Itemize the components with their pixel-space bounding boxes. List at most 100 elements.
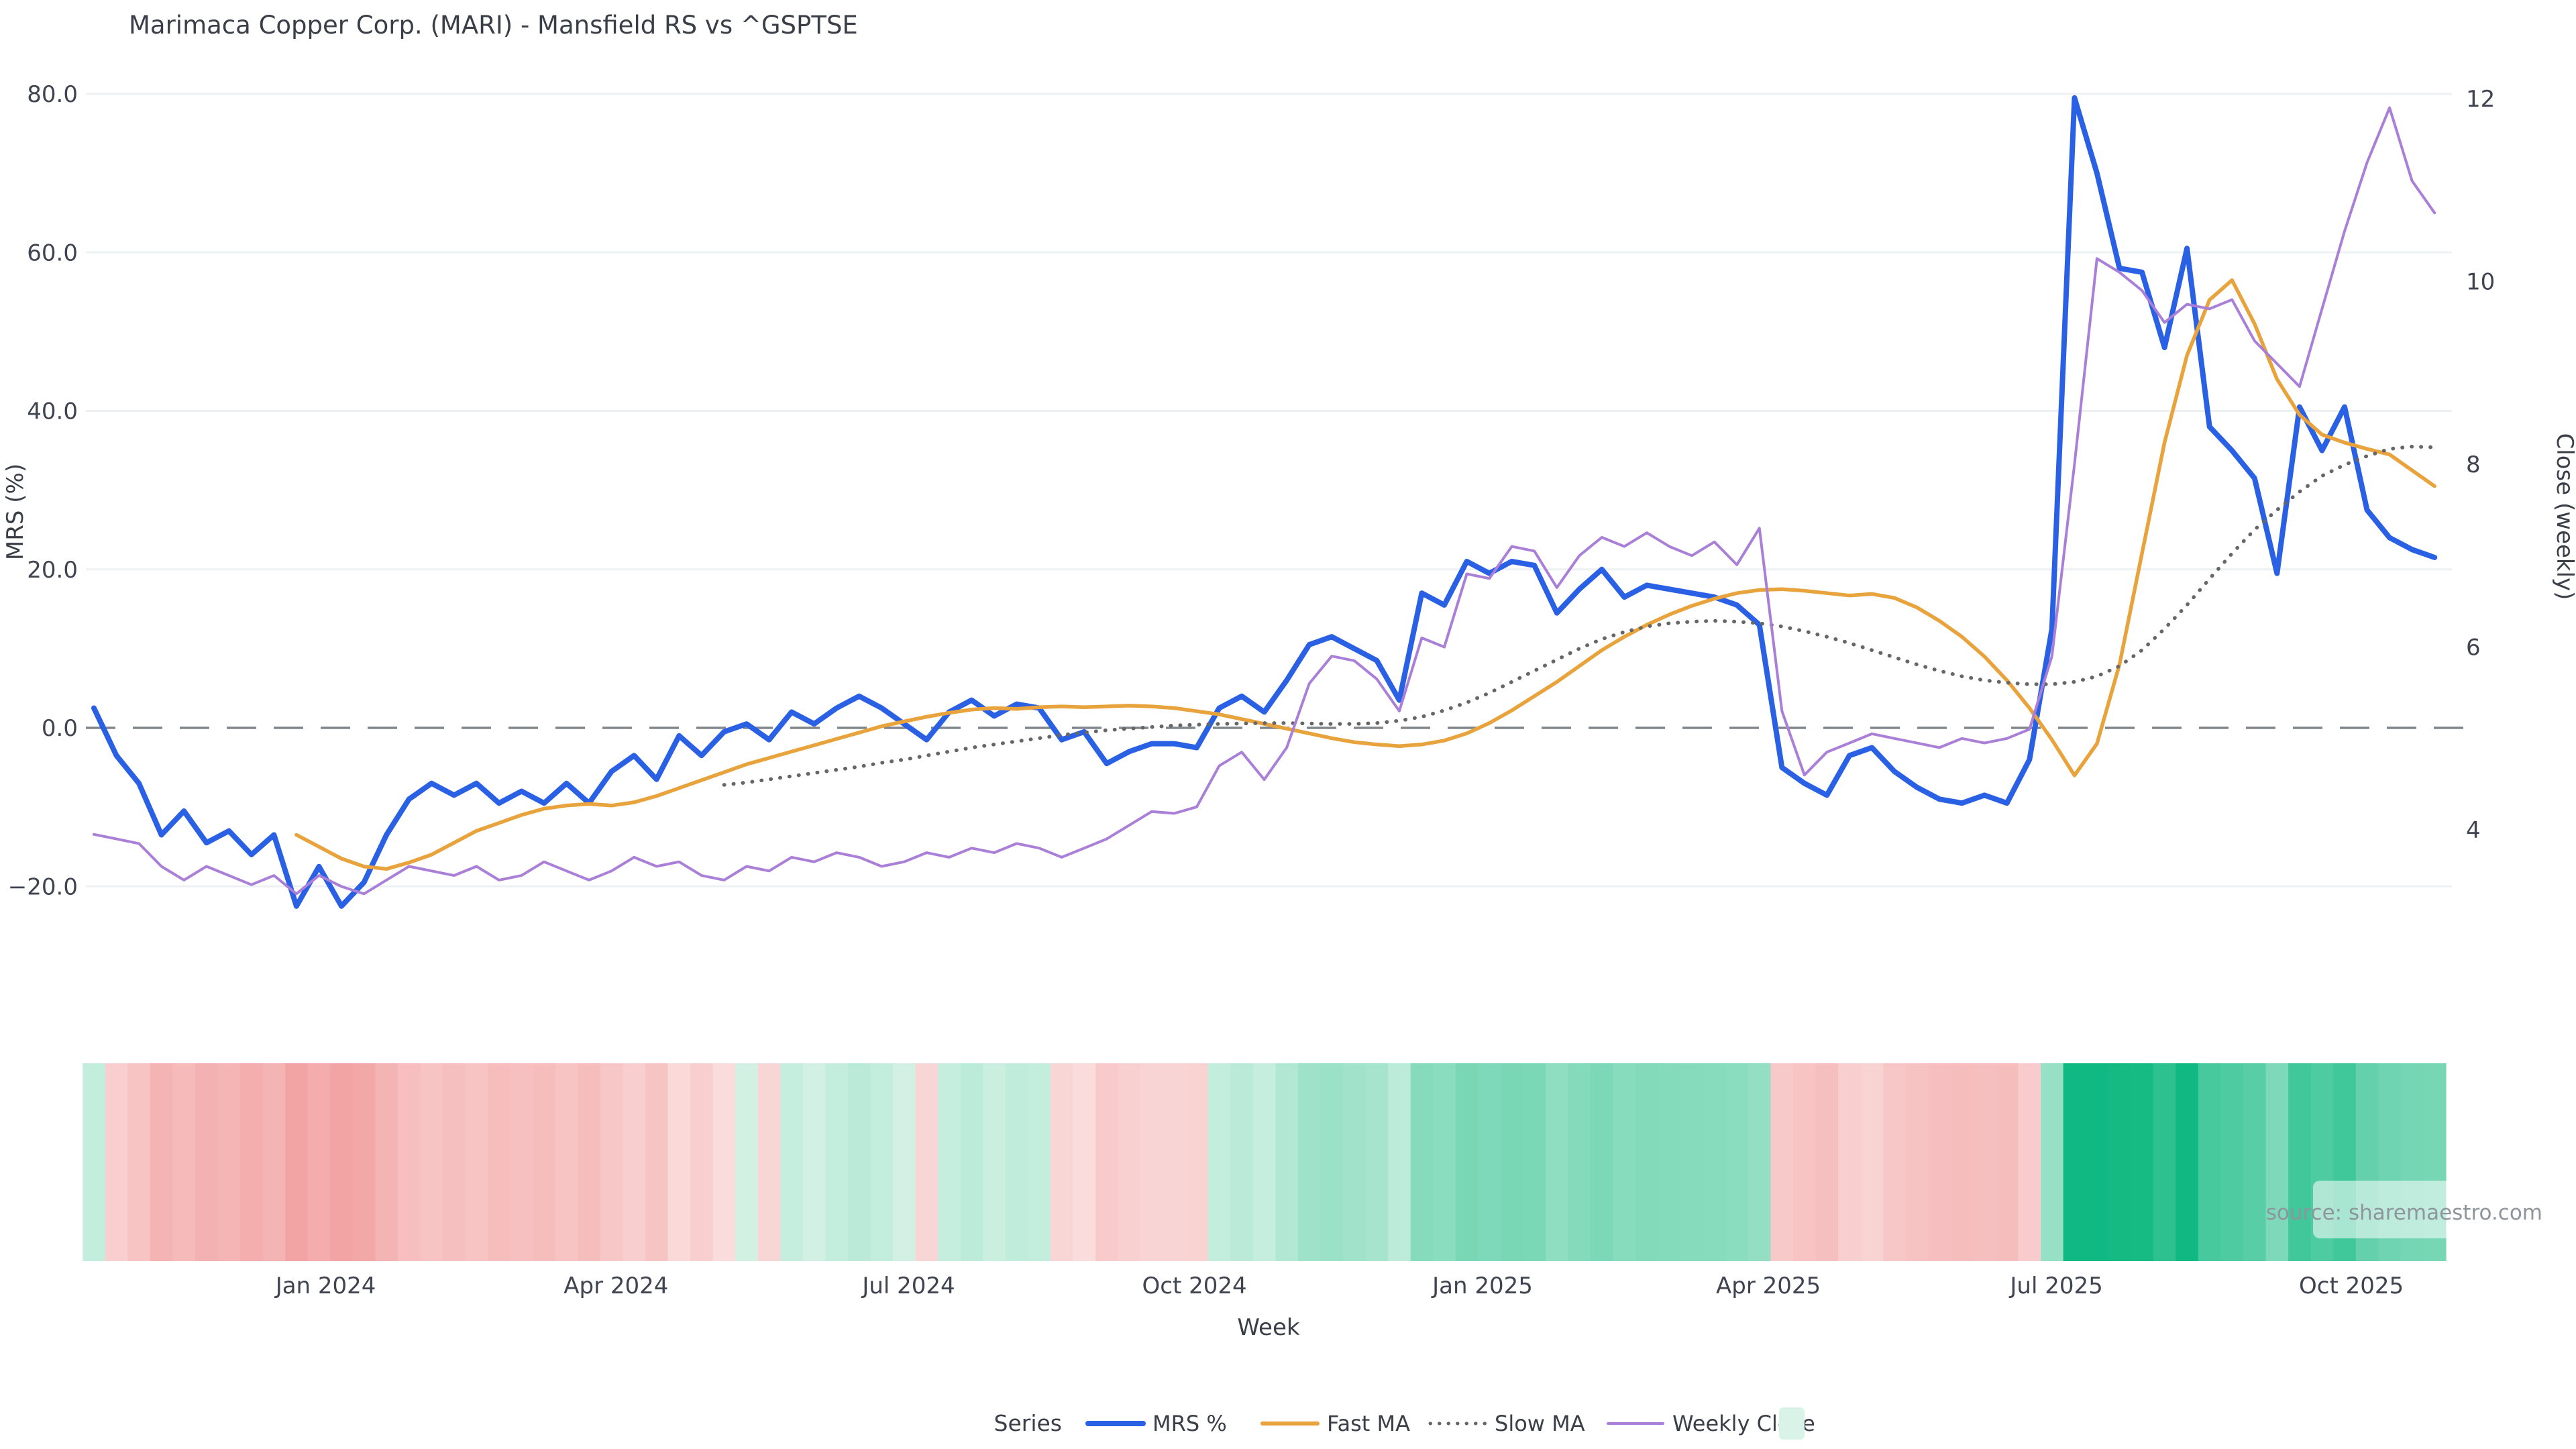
right-axis-tick: 8 — [2466, 451, 2481, 478]
heatmap-cell — [285, 1063, 309, 1261]
heatmap-cell — [1815, 1063, 1839, 1261]
heatmap-cell — [1838, 1063, 1862, 1261]
heatmap-cell — [2243, 1063, 2267, 1261]
heatmap-cell — [690, 1063, 714, 1261]
fast-ma-line — [294, 278, 2436, 871]
heatmap-cell — [1365, 1063, 1389, 1261]
heatmap-cell — [1523, 1063, 1546, 1261]
mrs--line — [91, 95, 2438, 909]
legend-item-mrs-[interactable]: MRS % — [1085, 1411, 1227, 1436]
heatmap-cell — [735, 1063, 759, 1261]
x-axis-title: Week — [1237, 1314, 1299, 1341]
heatmap-cell — [2176, 1063, 2199, 1261]
heatmap-cell — [262, 1063, 286, 1261]
right-axis-title: Close (weekly) — [2551, 433, 2576, 600]
x-axis-tick: Oct 2025 — [2299, 1273, 2404, 1299]
heatmap-cell — [1928, 1063, 1951, 1261]
legend-heatmap-swatch — [1779, 1407, 1805, 1440]
heatmap-cell — [1320, 1063, 1344, 1261]
heatmap-cell — [488, 1063, 511, 1261]
heatmap-cell — [1725, 1063, 1749, 1261]
heatmap-cell — [1275, 1063, 1299, 1261]
heatmap-cell — [2153, 1063, 2176, 1261]
heatmap-cell — [83, 1063, 106, 1261]
heatmap-cell — [825, 1063, 849, 1261]
right-axis-tick: 4 — [2466, 817, 2481, 844]
chart-title: Marimaca Copper Corp. (MARI) - Mansfield… — [129, 11, 858, 40]
heatmap-cell — [533, 1063, 556, 1261]
heatmap-cell — [1635, 1063, 1659, 1261]
x-axis-tick: Jan 2025 — [1431, 1273, 1533, 1299]
heatmap-cell — [1208, 1063, 1231, 1261]
left-axis-tick: 20.0 — [27, 557, 78, 584]
heatmap-cell — [240, 1063, 264, 1261]
heatmap-cell — [1680, 1063, 1704, 1261]
heatmap-cell — [443, 1063, 466, 1261]
heatmap-cell — [2086, 1063, 2109, 1261]
left-axis-tick: 0.0 — [42, 715, 78, 742]
legend-item-heatmap[interactable] — [1779, 1407, 1805, 1440]
heatmap-cell — [1252, 1063, 1276, 1261]
right-axis-tick: 10 — [2466, 269, 2495, 296]
heatmap-cell — [1388, 1063, 1411, 1261]
heatmap-cell — [1140, 1063, 1164, 1261]
series-lines — [91, 95, 2438, 909]
x-axis-tick: Jul 2024 — [861, 1273, 955, 1299]
heatmap-cell — [105, 1063, 128, 1261]
heatmap-cell — [667, 1063, 691, 1261]
heatmap-cell — [1005, 1063, 1028, 1261]
x-axis-tick: Oct 2024 — [1142, 1273, 1247, 1299]
heatmap-cell — [938, 1063, 961, 1261]
heatmap-cell — [623, 1063, 646, 1261]
legend-item-slow-ma[interactable]: Slow MA — [1428, 1411, 1585, 1436]
heatmap-cell — [1185, 1063, 1209, 1261]
heatmap-cell — [1118, 1063, 1141, 1261]
heatmap-cell — [150, 1063, 174, 1261]
heatmap-cell — [2288, 1063, 2312, 1261]
heatmap-cell — [645, 1063, 669, 1261]
x-axis-tick: Jan 2024 — [274, 1273, 376, 1299]
heatmap-cell — [870, 1063, 894, 1261]
heatmap-cell — [1568, 1063, 1591, 1261]
heatmap-cell — [2131, 1063, 2154, 1261]
heatmap-cell — [1860, 1063, 1884, 1261]
heatmap-cell — [600, 1063, 624, 1261]
heatmap-cell — [2063, 1063, 2086, 1261]
heatmap-cell — [1478, 1063, 1501, 1261]
legend-title: Series — [994, 1410, 1062, 1436]
heatmap-cell — [127, 1063, 151, 1261]
heatmap-cell — [1883, 1063, 1907, 1261]
right-axis-tick: 6 — [2466, 635, 2481, 661]
weekly-heatmap-strip — [83, 1063, 2447, 1261]
heatmap-cell — [2220, 1063, 2244, 1261]
heatmap-cell — [1028, 1063, 1051, 1261]
heatmap-cell — [465, 1063, 488, 1261]
heatmap-cell — [1591, 1063, 1614, 1261]
source-credit-bg — [2313, 1181, 2548, 1238]
left-axis-tick: 40.0 — [27, 398, 78, 425]
heatmap-cell — [397, 1063, 421, 1261]
left-axis-title: MRS (%) — [2, 464, 29, 560]
legend-item-label: Fast MA — [1327, 1411, 1410, 1436]
heatmap-cell — [2018, 1063, 2041, 1261]
legend-item-fast-ma[interactable]: Fast MA — [1260, 1411, 1410, 1436]
heatmap-cell — [352, 1063, 376, 1261]
legend-item-label: Slow MA — [1495, 1411, 1585, 1436]
legend-item-label: MRS % — [1152, 1411, 1227, 1436]
heatmap-cell — [1050, 1063, 1074, 1261]
heatmap-cell — [1433, 1063, 1456, 1261]
source-credit: source: sharemaestro.com — [2266, 1181, 2548, 1238]
source-credit-text: source: sharemaestro.com — [2266, 1201, 2542, 1225]
heatmap-cell — [960, 1063, 983, 1261]
heatmap-cell — [847, 1063, 871, 1261]
left-axis-tick: 60.0 — [27, 239, 78, 266]
heatmap-cell — [780, 1063, 804, 1261]
heatmap-cell — [1073, 1063, 1096, 1261]
heatmap-cell — [1950, 1063, 1974, 1261]
heatmap-cell — [420, 1063, 443, 1261]
heatmap-cell — [195, 1063, 219, 1261]
heatmap-cell — [1410, 1063, 1434, 1261]
heatmap-cell — [1793, 1063, 1817, 1261]
heatmap-cell — [915, 1063, 938, 1261]
